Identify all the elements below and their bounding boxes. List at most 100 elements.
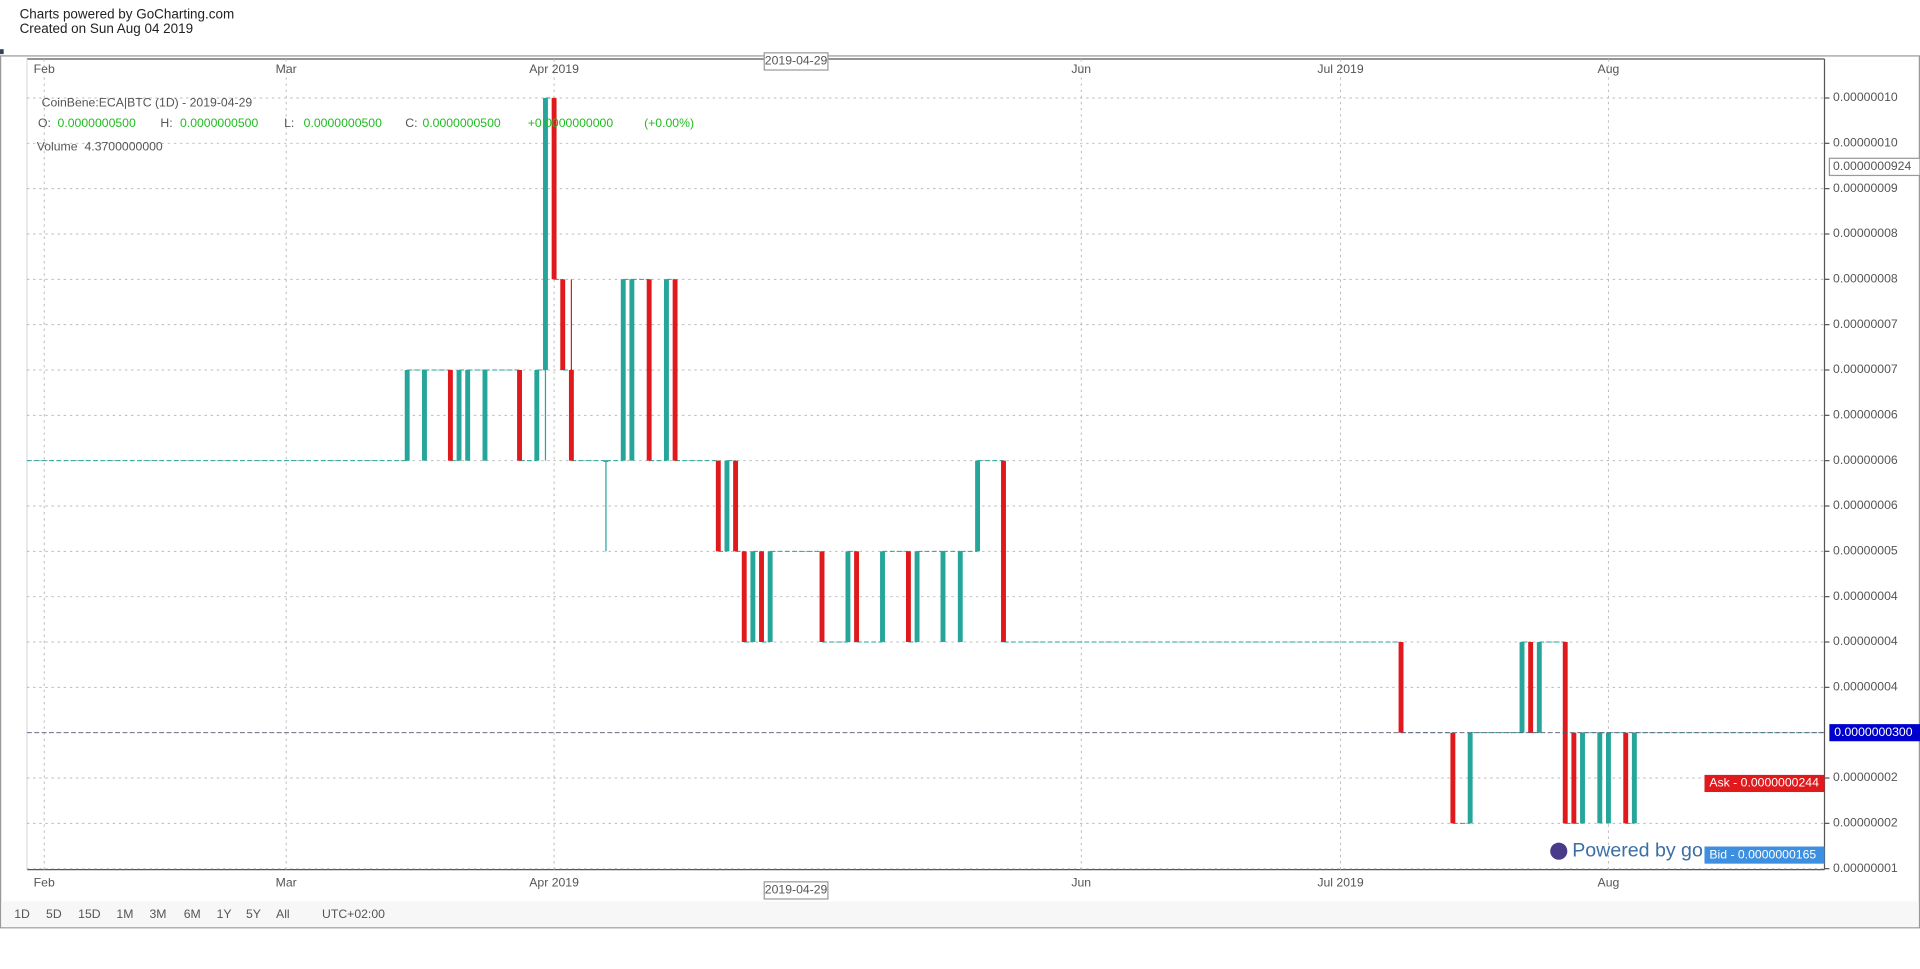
legend-label: L: [284,116,294,130]
legend-value: 0.0000000500 [304,116,382,130]
candle-body [724,460,730,552]
candle-body [664,279,669,461]
range-button[interactable]: All [276,907,290,921]
candle-body [854,551,860,643]
candle-body [543,97,548,370]
candle-body [517,369,522,461]
watermark-logo [1550,842,1568,860]
price-label-box [1704,774,1825,793]
range-button[interactable]: 6M [184,907,201,921]
candle-body [1536,642,1542,733]
candle-body [422,369,427,461]
y-tick-label: 0.00000002 [1833,770,1898,784]
candle-body [750,551,756,643]
candle-body [715,460,721,552]
candle-body [1631,732,1637,824]
candle-body [845,551,851,643]
candle-body [568,369,574,461]
y-tick-label: 0.00000006 [1833,498,1898,512]
legend-value: 0.0000000500 [180,116,258,130]
candle-body [629,279,635,461]
x-tick-label: Feb [34,62,55,76]
candle-body [1623,732,1629,824]
watermark: Powered by go [1572,839,1703,861]
x-tick-label: Jul 2019 [1317,62,1363,76]
candle-body [672,279,678,461]
candle-body [456,369,462,461]
candle-body [465,369,471,461]
crosshair-date-box [763,881,829,900]
candle-body [560,279,566,370]
x-tick-label: Jul 2019 [1317,875,1363,889]
y-tick-label: 0.00000008 [1833,272,1898,286]
x-tick-label: Feb [34,875,55,889]
candle-body [914,551,920,643]
y-tick-label: 0.00000004 [1833,589,1898,603]
x-tick-label: Jun [1071,62,1091,76]
crosshair-price: 0.0000000924 [1833,159,1911,173]
y-tick-label: 0.00000006 [1833,408,1898,422]
candle-body [1519,642,1525,733]
candle-body [646,279,652,461]
candle-body [905,551,911,643]
legend-volume-label: Volume [37,139,78,153]
range-button[interactable]: 15D [78,907,101,921]
crosshair-price-box [1828,157,1920,177]
candle-body [733,460,739,552]
candle-body [1580,732,1585,824]
price-label-box [1829,724,1920,742]
y-tick-label: 0.00000006 [1833,453,1898,467]
y-tick-label: 0.00000008 [1833,226,1898,240]
candle-body [759,551,764,643]
candle-body [482,369,488,461]
candle-body [975,460,981,552]
candle-body [1450,732,1456,824]
price-label: Bid - 0.0000000165 [1709,847,1816,861]
price-label: Ask - 0.0000000244 [1709,776,1819,790]
x-tick-label: Jun [1071,875,1091,889]
candle-body [1467,732,1473,824]
candle-body [940,551,946,643]
y-tick-label: 0.00000004 [1833,634,1898,648]
legend-label: C: [405,116,417,130]
x-tick-label: Mar [276,62,297,76]
candle-body [620,279,626,461]
timezone[interactable]: UTC+02:00 [322,907,385,921]
candle-body [819,551,825,643]
crosshair-date-box [763,52,829,71]
candle-body [551,97,557,280]
candle-body [957,551,963,643]
legend-change: +0.0000000000 [528,116,614,130]
y-tick-label: 0.00000002 [1833,816,1898,830]
y-tick-label: 0.00000010 [1833,136,1898,150]
candle-body [741,551,747,643]
legend-change-pct: (+0.00%) [644,116,694,130]
candle-body [1571,732,1577,824]
candle-body [447,369,453,461]
range-button[interactable]: 1D [14,907,30,921]
corner-marker [0,49,4,55]
range-button[interactable]: 1M [116,907,133,921]
range-button[interactable]: 5D [46,907,62,921]
x-tick-label: Aug [1598,875,1620,889]
header-line: Charts powered by GoCharting.com [20,6,235,21]
x-tick-label: Aug [1598,62,1620,76]
candle-body [767,551,773,643]
header-line: Created on Sun Aug 04 2019 [20,21,194,36]
candle-body [880,551,885,643]
range-button[interactable]: 5Y [246,907,261,921]
toolbar [1,901,1919,928]
x-tick-label: Mar [276,875,297,889]
candle-body [1398,642,1404,733]
range-button[interactable]: 1Y [217,907,232,921]
range-button[interactable]: 3M [149,907,166,921]
candle-body [1597,732,1603,824]
y-tick-label: 0.00000005 [1833,544,1898,558]
candle-body [534,369,540,461]
legend-value: 0.0000000500 [422,116,500,130]
y-tick-label: 0.00000007 [1833,317,1898,331]
candle-body [1605,732,1611,824]
legend-volume-value: 4.3700000000 [84,139,162,153]
